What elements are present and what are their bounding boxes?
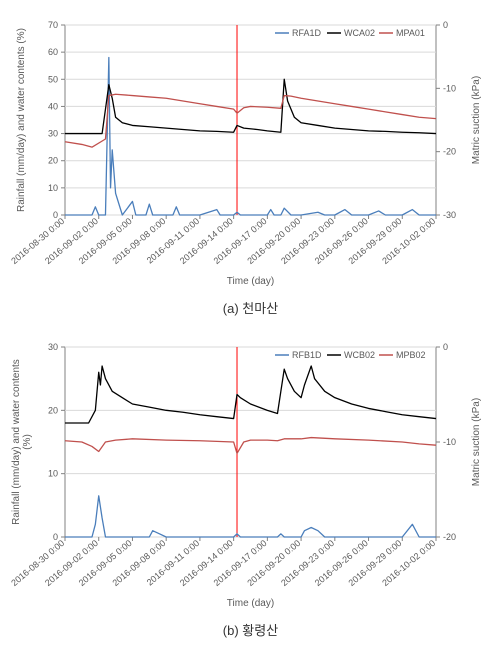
- svg-text:20: 20: [48, 405, 58, 415]
- svg-text:10: 10: [48, 469, 58, 479]
- svg-text:40: 40: [48, 101, 58, 111]
- svg-text:70: 70: [48, 20, 58, 30]
- svg-text:-20: -20: [443, 532, 456, 542]
- svg-text:MPA01: MPA01: [396, 28, 425, 38]
- svg-text:-20: -20: [443, 147, 456, 157]
- svg-text:WCB02: WCB02: [344, 350, 375, 360]
- chart-b-caption: (b) 황령산: [10, 620, 491, 639]
- chart-b-container: 0102030-20-1002016-08-30 0:002016-09-02 …: [10, 332, 491, 639]
- svg-text:WCA02: WCA02: [344, 28, 375, 38]
- svg-text:0: 0: [443, 342, 448, 352]
- svg-text:10: 10: [48, 183, 58, 193]
- svg-text:20: 20: [48, 156, 58, 166]
- svg-text:RFB1D: RFB1D: [292, 350, 322, 360]
- svg-text:0: 0: [443, 20, 448, 30]
- svg-text:30: 30: [48, 342, 58, 352]
- svg-text:MPB02: MPB02: [396, 350, 426, 360]
- svg-text:-30: -30: [443, 210, 456, 220]
- svg-text:-10: -10: [443, 83, 456, 93]
- svg-text:Rainfall (mm/day) and water co: Rainfall (mm/day) and water contents (%): [16, 28, 27, 212]
- svg-text:30: 30: [48, 129, 58, 139]
- chart-a-container: 010203040506070-30-20-1002016-08-30 0:00…: [10, 10, 491, 317]
- svg-text:Matric suction (kPa): Matric suction (kPa): [471, 398, 482, 486]
- svg-text:-10: -10: [443, 437, 456, 447]
- svg-text:RFA1D: RFA1D: [292, 28, 322, 38]
- svg-text:Time (day): Time (day): [227, 598, 274, 609]
- svg-text:60: 60: [48, 47, 58, 57]
- svg-text:50: 50: [48, 74, 58, 84]
- svg-text:Matric suction (kPa): Matric suction (kPa): [471, 76, 482, 164]
- svg-text:Time (day): Time (day): [227, 276, 274, 287]
- chart-a: 010203040506070-30-20-1002016-08-30 0:00…: [10, 10, 491, 290]
- chart-b: 0102030-20-1002016-08-30 0:002016-09-02 …: [10, 332, 491, 612]
- chart-a-caption: (a) 천마산: [10, 298, 491, 317]
- svg-text:Rainfall (mm/day) and water co: Rainfall (mm/day) and water contents(%): [11, 359, 33, 525]
